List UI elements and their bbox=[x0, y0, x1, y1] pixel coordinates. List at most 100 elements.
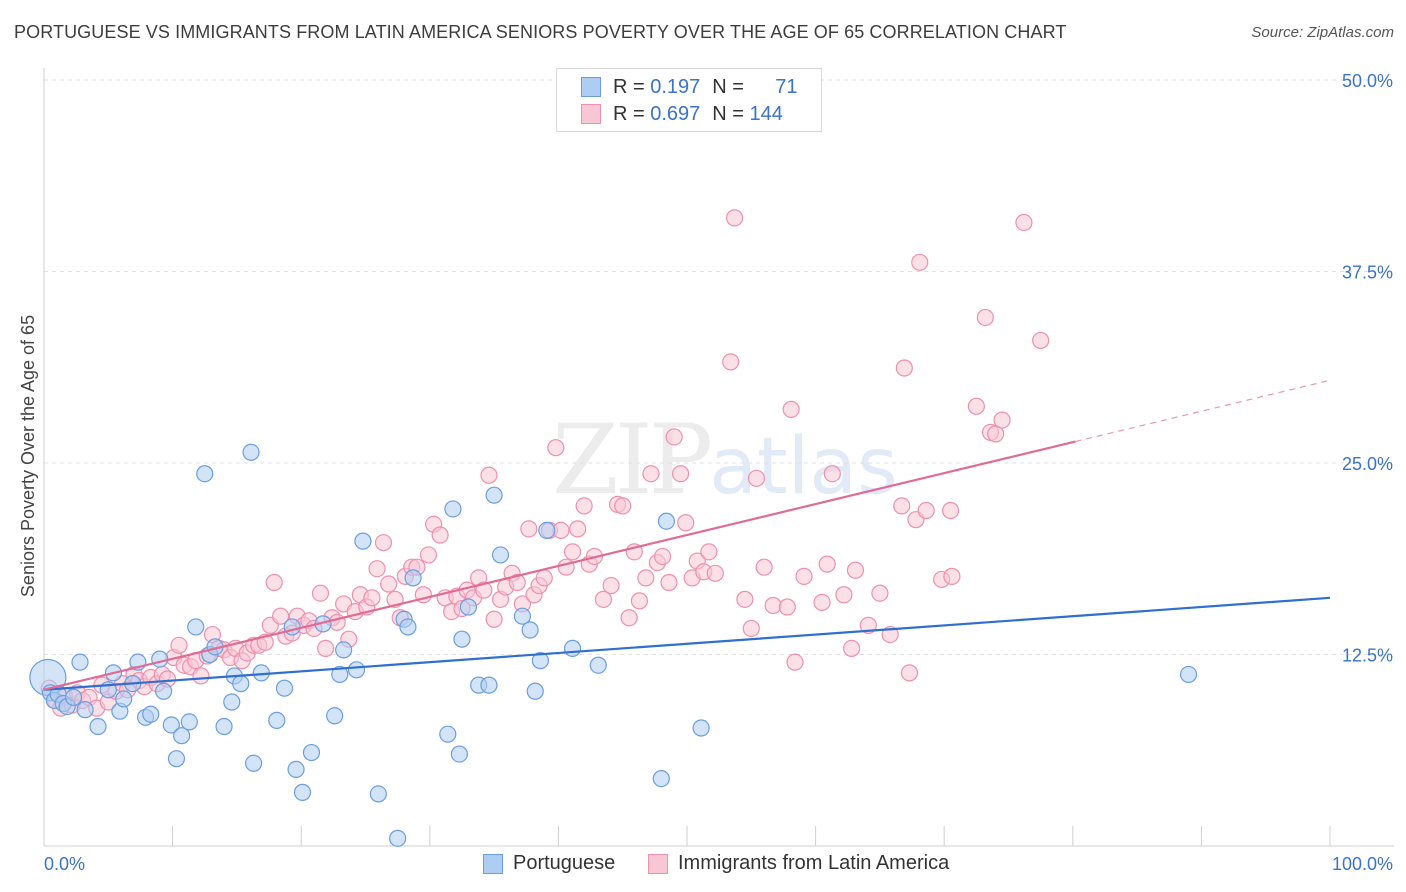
portuguese-point bbox=[167, 750, 186, 768]
immigrants-point bbox=[993, 411, 1011, 429]
source-credit: Source: ZipAtlas.com bbox=[1251, 24, 1394, 41]
portuguese-point bbox=[180, 713, 198, 731]
immigrants-point bbox=[563, 543, 582, 561]
portuguese-point bbox=[444, 500, 462, 518]
portuguese-point bbox=[142, 705, 160, 723]
portuguese-point bbox=[173, 727, 191, 745]
y-axis-title: Seniors Poverty Over the Age of 65 bbox=[18, 315, 38, 597]
immigrants-point bbox=[747, 469, 766, 487]
portuguese-point bbox=[692, 719, 710, 737]
portuguese-point bbox=[162, 716, 180, 734]
trend-lines bbox=[43, 379, 1331, 691]
bottom-legend-portuguese: Portuguese bbox=[483, 852, 615, 875]
immigrants-point bbox=[520, 520, 538, 538]
immigrants-point bbox=[665, 428, 683, 446]
portuguese-point bbox=[485, 486, 503, 504]
immigrants-point bbox=[782, 400, 800, 418]
immigrants-point bbox=[823, 465, 841, 483]
portuguese-point bbox=[589, 656, 607, 674]
portuguese-point bbox=[64, 688, 83, 706]
portuguese-point bbox=[326, 707, 344, 725]
immigrants-point bbox=[755, 558, 773, 576]
immigrants-point bbox=[265, 573, 283, 592]
immigrants-trend-line-extension bbox=[1075, 379, 1331, 443]
immigrants-point bbox=[871, 584, 889, 602]
portuguese-point bbox=[1179, 665, 1198, 684]
legend-row-immigrants: R = 0.697 N = 144 bbox=[581, 102, 798, 126]
immigrants-point bbox=[895, 359, 913, 377]
portuguese-point bbox=[89, 717, 107, 736]
immigrants-point bbox=[736, 590, 754, 608]
portuguese-point bbox=[521, 621, 539, 639]
immigrants-trend-line bbox=[43, 440, 1076, 691]
correlation-legend: R = 0.197 N = 71 R = 0.697 N = 144 bbox=[556, 68, 822, 132]
source-prefix: Source: bbox=[1251, 24, 1308, 41]
portuguese-point bbox=[242, 443, 260, 461]
portuguese-point bbox=[268, 711, 286, 729]
immigrants-point bbox=[614, 497, 632, 515]
watermark-atlas: atlas bbox=[709, 422, 898, 512]
portuguese-point bbox=[399, 618, 417, 636]
immigrants-point bbox=[943, 567, 961, 585]
immigrants-point bbox=[677, 514, 695, 532]
immigrants-point bbox=[843, 639, 861, 657]
portuguese-point bbox=[531, 652, 549, 670]
immigrants-point bbox=[642, 465, 660, 483]
immigrants-point bbox=[569, 520, 587, 538]
source-name: ZipAtlas.com bbox=[1307, 24, 1394, 41]
portuguese-point bbox=[389, 829, 407, 847]
immigrants-point bbox=[813, 593, 831, 612]
portuguese-point bbox=[283, 618, 301, 636]
x-tick-label: 100.0% bbox=[1332, 854, 1393, 874]
portuguese-point bbox=[223, 693, 241, 711]
watermark: ZIPatlas bbox=[552, 404, 898, 516]
y-tick-label: 12.5% bbox=[1342, 646, 1393, 666]
portuguese-point bbox=[187, 618, 205, 636]
immigrants-point bbox=[431, 526, 449, 544]
portuguese-trend-line bbox=[43, 596, 1331, 691]
watermark-zip: ZIP bbox=[552, 404, 713, 516]
immigrants-point bbox=[859, 616, 877, 634]
portuguese-point bbox=[657, 512, 676, 530]
immigrants-point bbox=[742, 619, 760, 638]
legend-r-value: 0.697 bbox=[650, 102, 701, 125]
immigrants-point bbox=[900, 664, 919, 682]
portuguese-point bbox=[71, 653, 89, 671]
bottom-legend-label-immigrants: Immigrants from Latin America bbox=[678, 852, 950, 874]
immigrants-point bbox=[846, 561, 865, 579]
portuguese-point bbox=[347, 661, 366, 679]
portuguese-point bbox=[538, 521, 556, 540]
legend-swatch-immigrants bbox=[581, 104, 601, 124]
portuguese-point bbox=[491, 546, 510, 564]
portuguese-point bbox=[293, 783, 312, 801]
portuguese-point bbox=[404, 569, 422, 587]
portuguese-point bbox=[275, 679, 294, 697]
legend-n-value: 71 bbox=[775, 75, 798, 98]
immigrants-point bbox=[778, 598, 796, 616]
immigrants-point bbox=[557, 558, 575, 576]
portuguese-point bbox=[563, 639, 582, 657]
legend-row-portuguese: R = 0.197 N = 71 bbox=[581, 75, 798, 99]
immigrants-point bbox=[368, 560, 386, 578]
legend-n-label: N = bbox=[712, 75, 744, 98]
legend-swatch-portuguese bbox=[581, 77, 601, 97]
immigrants-point bbox=[602, 576, 620, 595]
portuguese-point bbox=[151, 650, 169, 668]
portuguese-point bbox=[369, 785, 387, 803]
y-tick-label: 37.5% bbox=[1342, 263, 1393, 283]
series-immigrants-points bbox=[40, 209, 1050, 717]
immigrants-point bbox=[795, 567, 813, 585]
immigrants-point bbox=[722, 353, 740, 371]
immigrants-point bbox=[380, 575, 398, 593]
immigrants-point bbox=[535, 569, 553, 587]
legend-r-label: R = bbox=[613, 75, 645, 98]
immigrants-point bbox=[547, 439, 565, 457]
portuguese-point bbox=[526, 682, 544, 700]
portuguese-point bbox=[154, 682, 173, 700]
immigrants-point bbox=[374, 534, 393, 552]
immigrants-point bbox=[594, 590, 613, 608]
axis-labels: 12.5% 25.0% 37.5% 50.0% 0.0% 100.0% Seniors Po… bbox=[18, 71, 1393, 874]
legend-r-value: 0.197 bbox=[650, 75, 701, 98]
y-tick-label: 50.0% bbox=[1342, 71, 1393, 91]
